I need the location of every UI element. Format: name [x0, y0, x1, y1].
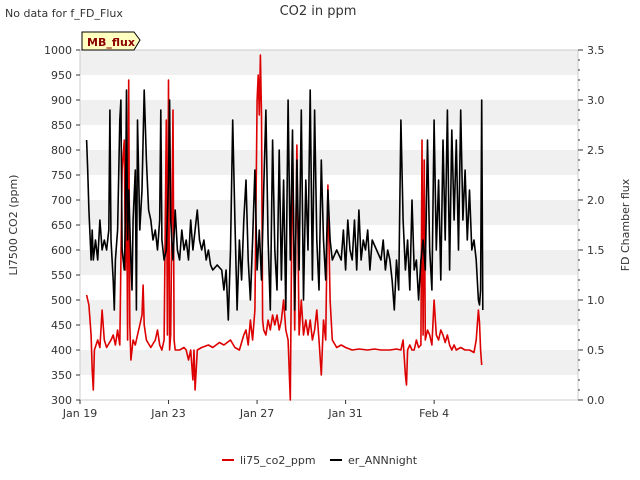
right-axis: 0.0 0.5 1.0 1.5 2.0 2.5 3.0 3.5 — [578, 44, 605, 407]
badge-label: MB_flux — [87, 36, 135, 49]
left-tick-label: 450 — [51, 319, 72, 332]
left-tick-label: 800 — [51, 144, 72, 157]
left-tick-label: 350 — [51, 369, 72, 382]
mb-flux-badge: MB_flux — [81, 31, 141, 51]
left-tick-label: 600 — [51, 244, 72, 257]
left-tick-label: 950 — [51, 69, 72, 82]
right-tick-label: 1.0 — [587, 294, 605, 307]
right-tick-label: 0.5 — [587, 344, 605, 357]
right-axis-label: FD Chamber flux — [619, 178, 632, 271]
left-axis: 300 350 400 450 500 550 600 650 700 750 800 850 900 9… — [44, 44, 80, 407]
right-tick-label: 0.0 — [587, 394, 605, 407]
band — [80, 150, 578, 175]
series-line-li75_co2_ppm — [85, 54, 483, 401]
badge-shape — [81, 31, 141, 51]
x-tick-label: Jan 27 — [239, 407, 274, 420]
legend-label: li75_co2_ppm — [240, 454, 316, 467]
left-tick-label: 550 — [51, 269, 72, 282]
left-tick-label: 500 — [51, 294, 72, 307]
right-tick-label: 3.5 — [587, 44, 605, 57]
right-tick-label: 2.5 — [587, 144, 605, 157]
right-tick-label: 3.0 — [587, 94, 605, 107]
band — [80, 300, 578, 325]
right-tick-label: 2.0 — [587, 194, 605, 207]
left-tick-label: 700 — [51, 194, 72, 207]
left-tick-label: 300 — [51, 394, 72, 407]
x-axis: Jan 19 Jan 23 Jan 27 Jan 31 Feb 4 — [62, 400, 449, 420]
x-tick-label: Feb 4 — [419, 407, 449, 420]
left-tick-label: 400 — [51, 344, 72, 357]
series-line-er_ANNnight — [85, 89, 484, 321]
legend-label: er_ANNnight — [348, 454, 418, 467]
left-tick-label: 850 — [51, 119, 72, 132]
no-data-note: No data for f_FD_Flux — [5, 7, 123, 20]
left-tick-label: 750 — [51, 169, 72, 182]
left-tick-label: 900 — [51, 94, 72, 107]
x-tick-label: Jan 19 — [62, 407, 97, 420]
band — [80, 350, 578, 375]
legend: li75_co2_ppm er_ANNnight — [222, 454, 418, 467]
left-tick-label: 1000 — [44, 44, 72, 57]
left-tick-label: 650 — [51, 219, 72, 232]
x-tick-label: Jan 31 — [327, 407, 362, 420]
left-axis-label: LI7500 CO2 (ppm) — [7, 175, 20, 276]
chart-title: CO2 in ppm — [280, 4, 357, 19]
band — [80, 100, 578, 125]
x-tick-label: Jan 23 — [150, 407, 185, 420]
series-group — [85, 54, 484, 401]
right-tick-label: 1.5 — [587, 244, 605, 257]
band — [80, 50, 578, 75]
